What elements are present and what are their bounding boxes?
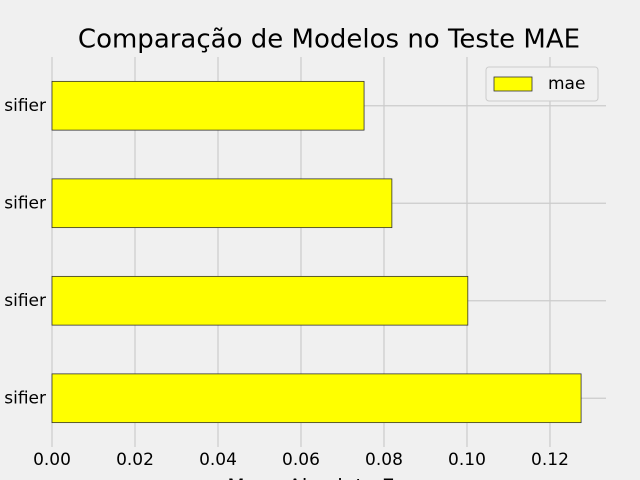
x-tick-label: 0.12 [531,450,569,470]
y-tick-label: sifier [4,193,46,213]
legend-frame [485,66,599,102]
legend-label: mae [548,74,585,94]
bars [51,80,582,424]
x-tick-label: 0.04 [199,450,237,470]
y-tick-label: sifier [4,96,46,116]
legend: mae [485,66,599,102]
x-tick-label: 0.00 [33,450,71,470]
bar [51,275,469,326]
x-tick-label: 0.10 [448,450,486,470]
y-tick-label: sifier [4,291,46,311]
bar [51,80,365,131]
x-axis-label: Mean Absolute Error [227,475,431,480]
x-tick-label: 0.06 [282,450,320,470]
legend-swatch [493,76,533,92]
y-tick-label: sifier [4,388,46,408]
bar [51,178,393,229]
chart-title: Comparação de Modelos no Teste MAE [78,25,580,55]
x-tick-label: 0.08 [365,450,403,470]
bar [51,373,582,424]
x-tick-label: 0.02 [116,450,154,470]
